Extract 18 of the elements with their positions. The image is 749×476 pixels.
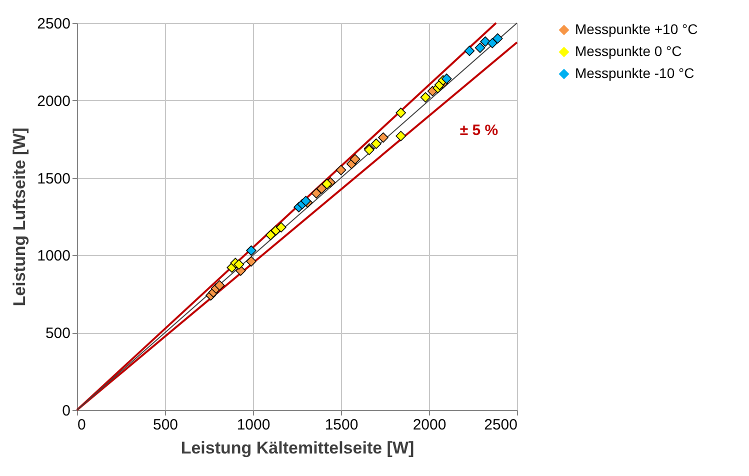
y-tick-label: 0 — [62, 402, 70, 420]
y-tick-label: 1000 — [37, 248, 70, 265]
x-axis-title: Leistung Kältemittelseite [W] — [180, 438, 414, 458]
x-tick-label: 2000 — [412, 416, 446, 434]
y-tick-label: 2000 — [37, 92, 70, 110]
x-tick-label: 500 — [152, 416, 178, 434]
y-tick-label: 1500 — [37, 170, 70, 188]
annotation: ± 5 % — [460, 122, 498, 139]
y-tick-label: 2500 — [37, 16, 70, 32]
x-tick-label: 2500 — [484, 416, 518, 434]
x-tick-label: 1000 — [236, 416, 270, 434]
y-tick-label: 500 — [45, 325, 70, 342]
legend-label: Messpunkte -10 °C — [575, 65, 694, 81]
x-tick-label: 0 — [78, 416, 86, 434]
legend-label: Messpunkte 0 °C — [575, 43, 682, 59]
legend-label: Messpunkte +10 °C — [575, 21, 698, 37]
x-tick-label: 1500 — [324, 416, 358, 434]
y-axis-title: Leistung Luftseite [W] — [10, 128, 30, 306]
